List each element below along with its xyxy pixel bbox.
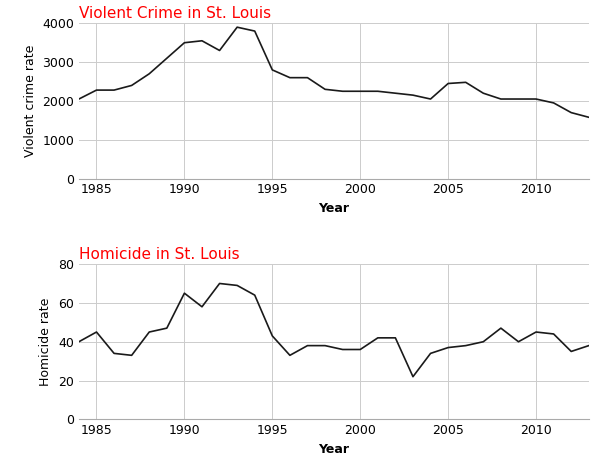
Y-axis label: Violent crime rate: Violent crime rate [24,45,36,157]
Y-axis label: Homicide rate: Homicide rate [39,298,52,386]
Text: Homicide in St. Louis: Homicide in St. Louis [79,247,240,261]
X-axis label: Year: Year [318,202,350,215]
Text: Violent Crime in St. Louis: Violent Crime in St. Louis [79,6,271,21]
X-axis label: Year: Year [318,443,350,456]
